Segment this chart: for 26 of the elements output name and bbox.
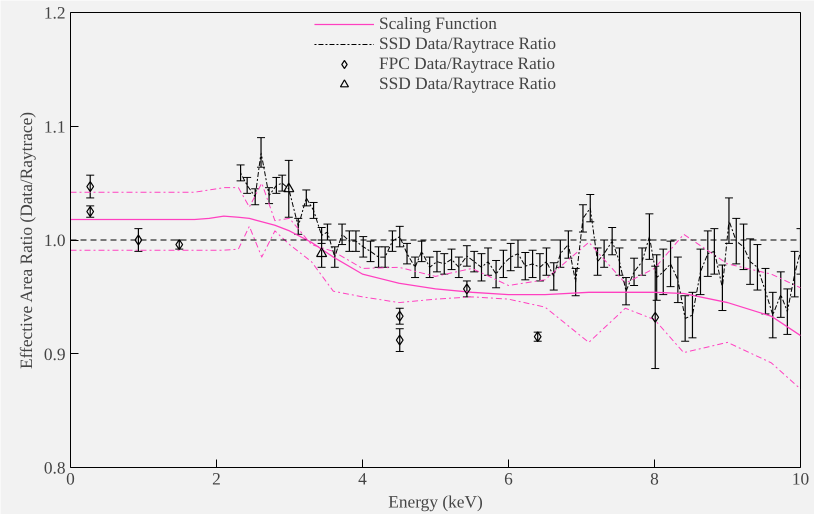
y-tick-label: 0.8 (44, 458, 66, 478)
legend-label: SSD Data/Raytrace Ratio (378, 74, 556, 94)
point (316, 247, 328, 258)
x-tick-label: 4 (358, 470, 368, 488)
x-axis-title: Energy (keV) (388, 492, 483, 512)
line-series (70, 226, 800, 390)
point (462, 283, 471, 295)
y-tick-label: 1.1 (44, 117, 66, 136)
x-tick-label: 0 (66, 470, 75, 488)
point (86, 180, 94, 192)
point (134, 234, 142, 246)
x-tick-label: 8 (650, 470, 659, 488)
y-tick-label: 1.0 (44, 231, 66, 250)
legend-label: Scaling Function (378, 14, 497, 34)
legend-label: SSD Data/Raytrace Ratio (378, 34, 556, 54)
x-tick-label: 6 (504, 470, 514, 488)
legend-label: FPC Data/Raytrace Ratio (378, 54, 556, 74)
point (396, 334, 404, 346)
point (396, 310, 404, 322)
y-tick-label: 1.2 (44, 4, 66, 22)
x-tick-label: 2 (212, 470, 221, 488)
point (283, 182, 294, 192)
y-tick-label: 0.9 (44, 344, 66, 364)
x-tick-label: 10 (792, 470, 810, 488)
point (651, 312, 660, 323)
y-axis-title: Effective Area Ratio (Data/Raytrace) (16, 112, 36, 370)
